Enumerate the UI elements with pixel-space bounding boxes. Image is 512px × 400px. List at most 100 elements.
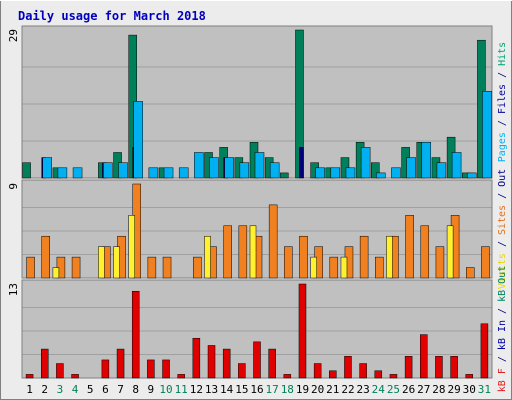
bar-top-pages-day-4 — [72, 167, 83, 179]
bar-middle-sites-day-19 — [299, 235, 308, 279]
bar-bottom-kb-f-day-2 — [40, 348, 49, 379]
bar-bottom-kb-f-day-20 — [313, 363, 322, 379]
bar-top-pages-day-15 — [239, 162, 250, 179]
x-tick-label-day-16: 16 — [250, 383, 263, 396]
side-label-part: Pages — [497, 132, 508, 162]
x-tick-label-day-24: 24 — [372, 383, 386, 396]
panel-middle-side-label: Visits / Sites / Out — [497, 169, 508, 289]
side-label-part: kB F — [497, 368, 508, 392]
bar-top-pages-day-3 — [57, 167, 68, 179]
bar-top-pages-day-9 — [148, 167, 159, 179]
bar-top-pages-day-27 — [421, 142, 432, 179]
bar-top-pages-day-31 — [482, 90, 492, 179]
panel-bottom-max-label: 13 — [7, 283, 20, 296]
bar-top-pages-day-2 — [42, 157, 52, 179]
x-tick-label-day-27: 27 — [417, 383, 430, 396]
chart-title: Daily usage for March 2018 — [18, 9, 206, 23]
bar-bottom-kb-f-day-23 — [359, 363, 367, 379]
bar-middle-sites-day-15 — [238, 225, 248, 279]
x-tick-label-day-10: 10 — [159, 383, 172, 396]
bar-bottom-kb-f-day-21 — [329, 370, 337, 379]
bar-top-pages-day-7 — [118, 162, 128, 179]
x-tick-label-day-22: 22 — [341, 383, 354, 396]
bar-top-pages-day-11 — [178, 167, 189, 179]
bar-bottom-kb-f-day-14 — [222, 348, 231, 379]
x-tick-label-day-20: 20 — [311, 383, 324, 396]
bar-middle-sites-day-23 — [359, 235, 369, 279]
x-tick-label-day-7: 7 — [117, 383, 124, 396]
side-label-part: Visits — [497, 253, 508, 289]
bar-top-pages-day-22 — [345, 167, 356, 179]
bar-bottom-kb-f-day-12 — [192, 337, 201, 379]
bar-bottom-kb-f-day-25 — [389, 374, 398, 379]
x-tick-label-day-3: 3 — [57, 383, 64, 396]
side-label-part: Out — [497, 169, 508, 187]
bar-top-pages-day-29 — [451, 152, 462, 179]
x-tick-label-day-15: 15 — [235, 383, 248, 396]
x-tick-label-day-25: 25 — [387, 383, 400, 396]
bar-middle-visits-day-3 — [52, 267, 60, 279]
bar-middle-visits-day-16 — [249, 225, 257, 279]
bar-middle-visits-day-22 — [340, 256, 348, 279]
bar-middle-sites-day-1 — [26, 256, 35, 279]
x-tick-label-day-31: 31 — [478, 383, 491, 396]
side-label-part: / — [497, 66, 508, 84]
x-tick-label-day-5: 5 — [87, 383, 94, 396]
bar-top-pages-day-23 — [360, 147, 371, 179]
bar-middle-sites-day-17 — [268, 204, 278, 279]
side-label-part: Sites — [497, 205, 508, 235]
x-tick-label-day-14: 14 — [220, 383, 234, 396]
bar-top-pages-day-16 — [254, 152, 265, 179]
bar-middle-visits-day-29 — [446, 225, 454, 279]
side-label-part: / — [497, 350, 508, 368]
bar-top-pages-day-17 — [269, 162, 280, 179]
bar-top-pages-day-25 — [391, 167, 401, 179]
bar-top-pages-day-14 — [224, 157, 234, 179]
side-label-part: / — [497, 114, 508, 132]
bar-middle-visits-day-6 — [98, 246, 105, 279]
panel-top: 29 Pages / Files / Hits — [7, 25, 508, 179]
bar-bottom-kb-f-day-27 — [420, 334, 428, 379]
bar-bottom-kb-f-day-31 — [480, 323, 489, 379]
side-label-part: kB In — [497, 320, 508, 350]
bar-bottom-kb-f-day-10 — [162, 359, 170, 379]
x-tick-label-day-28: 28 — [432, 383, 445, 396]
x-tick-label-day-17: 17 — [266, 383, 279, 396]
bar-middle-sites-day-26 — [405, 215, 414, 279]
bar-middle-sites-day-10 — [162, 256, 172, 279]
x-tick-label-day-21: 21 — [326, 383, 339, 396]
bar-middle-visits-day-8 — [128, 215, 135, 279]
panel-middle-max-label: 9 — [7, 183, 20, 190]
bar-middle-sites-day-14 — [223, 225, 232, 279]
bar-middle-sites-day-9 — [147, 256, 157, 279]
bar-bottom-kb-f-day-30 — [465, 374, 474, 379]
x-axis-labels: 1 2 3 4 5 6 7 8 9 10 11 12 13 14 15 16 17 18 19 20 21 22 23 24 2… — [26, 383, 491, 396]
bar-bottom-kb-f-day-18 — [283, 374, 292, 379]
bar-middle-sites-day-27 — [420, 225, 430, 279]
bar-middle-sites-day-31 — [481, 246, 490, 279]
bar-top-pages-day-24 — [376, 172, 386, 179]
bar-middle-sites-day-2 — [41, 235, 50, 279]
bar-top-files-day-19 — [299, 147, 304, 179]
bar-bottom-kb-f-day-9 — [147, 359, 155, 379]
bar-middle-visits-day-20 — [310, 256, 317, 279]
bar-middle-visits-day-13 — [204, 235, 211, 279]
bar-top-pages-day-13 — [209, 157, 219, 179]
side-label-part: / — [497, 235, 508, 253]
bar-middle-sites-day-30 — [466, 267, 475, 279]
bar-top-pages-day-26 — [406, 157, 416, 179]
bar-bottom-kb-f-day-26 — [404, 356, 413, 379]
chart-panels: 29 Pages / Files / Hits 9 Visits / Sites / … — [7, 25, 508, 392]
bar-bottom-kb-f-day-19 — [298, 283, 307, 379]
bar-top-pages-day-20 — [315, 167, 325, 179]
bar-bottom-kb-f-day-13 — [207, 345, 216, 379]
side-label-part: / — [497, 187, 508, 205]
bar-bottom-kb-f-day-29 — [450, 356, 458, 379]
x-tick-label-day-13: 13 — [205, 383, 218, 396]
panel-top-max-label: 29 — [7, 29, 20, 42]
bar-top-hits-day-18 — [280, 172, 289, 179]
bar-top-pages-day-6 — [103, 162, 113, 179]
side-label-part: Hits — [497, 42, 508, 66]
